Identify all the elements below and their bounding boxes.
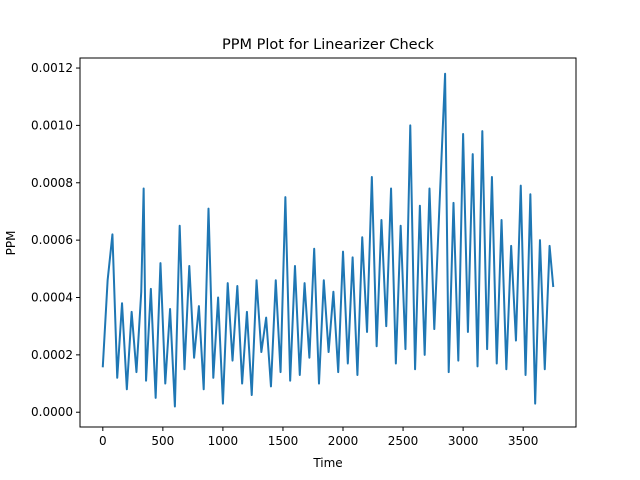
axes: 0 500 1000 1500 2000 2500 3000 3500 0.0000 0.0002… — [31, 57, 577, 448]
chart-title: PPM Plot for Linearizer Check — [222, 37, 434, 53]
y-tick-label: 0.0006 — [31, 233, 73, 247]
y-tick-label: 0.0010 — [31, 118, 73, 132]
y-tick-label: 0.0000 — [31, 405, 73, 419]
x-tick-label: 0 — [99, 434, 107, 448]
x-tick-label: 3000 — [448, 434, 479, 448]
y-tick-label: 0.0004 — [31, 290, 73, 304]
y-tick-label: 0.0008 — [31, 176, 73, 190]
plot-frame — [79, 57, 577, 428]
y-tick-label: 0.0002 — [31, 348, 73, 362]
x-tick-label: 1000 — [208, 434, 239, 448]
y-axis-label: PPM — [4, 231, 18, 256]
x-tick-label: 2500 — [388, 434, 419, 448]
x-tick-label: 500 — [151, 434, 174, 448]
x-tick-label: 2000 — [328, 434, 359, 448]
y-tick-label: 0.0012 — [31, 61, 73, 75]
series-line-0 — [101, 72, 555, 408]
plot-area — [101, 72, 555, 408]
x-tick-label: 1500 — [268, 434, 299, 448]
x-axis-label: Time — [312, 456, 342, 470]
x-tick-label: 3500 — [508, 434, 539, 448]
